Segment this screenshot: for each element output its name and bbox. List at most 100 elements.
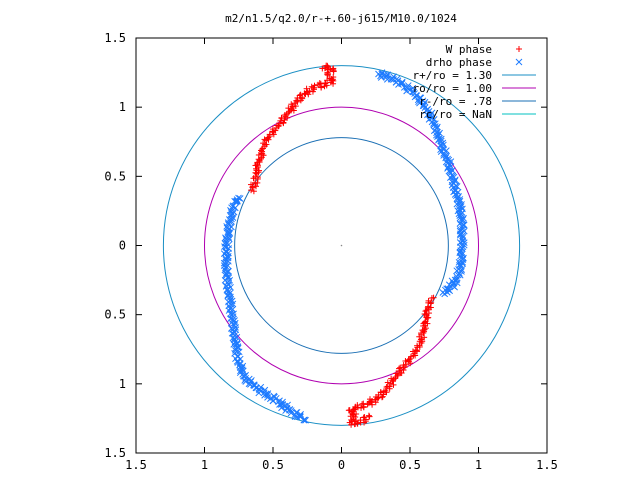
point-1-22-3 (224, 230, 232, 237)
point-1-0-3 (377, 72, 384, 80)
point-1-9-13 (447, 174, 454, 181)
point-1-20-2 (232, 198, 240, 206)
point-0-16-3 (248, 181, 255, 188)
point-0-9-9 (278, 115, 285, 122)
legend-label-0: W phase (446, 43, 492, 56)
point-0-7-4 (297, 91, 304, 98)
point-0-17 (248, 187, 255, 194)
y-tick-label: 1 (119, 100, 126, 114)
point-1-32-7 (269, 397, 277, 404)
point-0-25-2 (397, 364, 404, 371)
point-0-19-4 (425, 310, 432, 317)
circle-4 (234, 137, 449, 354)
point-0-22-7 (416, 343, 423, 350)
point-0-8-2 (293, 97, 300, 104)
point-1-6-5 (428, 118, 436, 126)
point-0-21-8 (420, 329, 427, 336)
point-1-18 (439, 289, 447, 296)
point-0-7-1 (302, 91, 309, 98)
point-1-14-6 (457, 254, 465, 262)
point-1-7-3 (433, 131, 440, 139)
point-1-24 (223, 269, 230, 277)
point-0-29-6 (360, 404, 367, 411)
x-tick-label: 1 (475, 458, 482, 472)
point-1-13-7 (460, 241, 468, 249)
point-1-24-15 (223, 285, 231, 293)
legend-swatch-1 (515, 58, 523, 66)
point-0-27-5 (379, 393, 386, 400)
point-0-13-11 (256, 159, 263, 166)
point-0-12-1 (261, 136, 268, 143)
point-1-6-1 (427, 114, 435, 122)
point-0-15-5 (250, 175, 257, 182)
legend-label-5: rc/ro = NaN (419, 108, 492, 121)
y-tick-label: 1 (119, 377, 126, 391)
point-1-16-4 (449, 280, 457, 287)
x-tick-label: 0 (338, 458, 345, 472)
phase-points (220, 62, 468, 428)
legend-label-2: r+/ro = 1.30 (413, 69, 492, 82)
point-0-23 (413, 347, 420, 354)
point-1-26-9 (229, 320, 237, 328)
point-0-2-2 (330, 67, 337, 74)
point-0-11-6 (266, 133, 273, 140)
y-tick-label: 0 (119, 239, 126, 253)
point-0-33-1 (348, 421, 355, 428)
point-0-25-1 (400, 367, 407, 374)
point-1-1-1 (382, 72, 390, 79)
point-1-29-4 (237, 367, 244, 375)
point-1-14 (458, 249, 466, 256)
point-1-22-6 (225, 233, 232, 241)
point-0-14-2 (252, 162, 259, 169)
point-0-25-10 (394, 371, 401, 378)
x-tick-label: 0.5 (262, 458, 284, 472)
point-1-27-3 (229, 334, 237, 342)
point-1-9-5 (447, 163, 455, 170)
point-1-22-14 (221, 243, 228, 251)
point-0-1-1 (324, 62, 331, 69)
point-0-16-4 (249, 184, 256, 191)
point-0-16-5 (250, 188, 257, 195)
point-0-35-1 (357, 417, 364, 424)
point-0-6-3 (309, 88, 316, 95)
point-1-26-12 (232, 324, 239, 331)
point-0-12-8 (259, 145, 266, 152)
point-0-19-1 (422, 308, 429, 315)
point-0-36 (365, 412, 372, 419)
point-0-5-6 (314, 81, 321, 88)
point-1-25-15 (230, 310, 237, 318)
point-1-13 (458, 235, 466, 242)
point-1-12-11 (456, 231, 464, 239)
point-1-25-10 (229, 300, 237, 308)
chart-title: m2/n1.5/q2.0/r-+.60-j615/M10.0/1024 (225, 12, 457, 25)
point-1-36 (301, 416, 308, 424)
point-0-7 (301, 90, 308, 97)
point-0-35-6 (362, 416, 369, 423)
point-1-12-2 (456, 220, 464, 227)
point-0-11-2 (270, 129, 277, 136)
axes-layer: 1.5 1 0.5 0 0.5 1 1.51.510.500.511.5 (104, 31, 558, 472)
point-0-9-11 (280, 120, 287, 127)
point-1-12-1 (457, 216, 465, 224)
point-0-9-5 (283, 110, 290, 117)
legend-label-3: ro/ro = 1.00 (413, 82, 492, 95)
point-0-8-3 (294, 98, 301, 105)
point-0-23-1 (412, 347, 419, 354)
point-0-5-5 (318, 84, 325, 91)
legend-label-4: r-/ro = .78 (419, 95, 492, 108)
point-0-13-7 (258, 154, 265, 161)
point-1-12-12 (457, 230, 464, 238)
point-0-15 (253, 170, 260, 177)
y-tick-label: 0.5 (104, 169, 126, 183)
point-0-26-4 (387, 380, 394, 387)
point-0-20-2 (424, 315, 431, 322)
origin-dot (340, 244, 343, 247)
x-tick-label: 1.5 (125, 458, 147, 472)
point-1-34-9 (297, 410, 305, 418)
point-1-15-1 (456, 262, 463, 269)
point-0-26-10 (380, 388, 387, 395)
point-1-0-4 (377, 74, 385, 81)
point-0-2-3 (327, 66, 334, 73)
